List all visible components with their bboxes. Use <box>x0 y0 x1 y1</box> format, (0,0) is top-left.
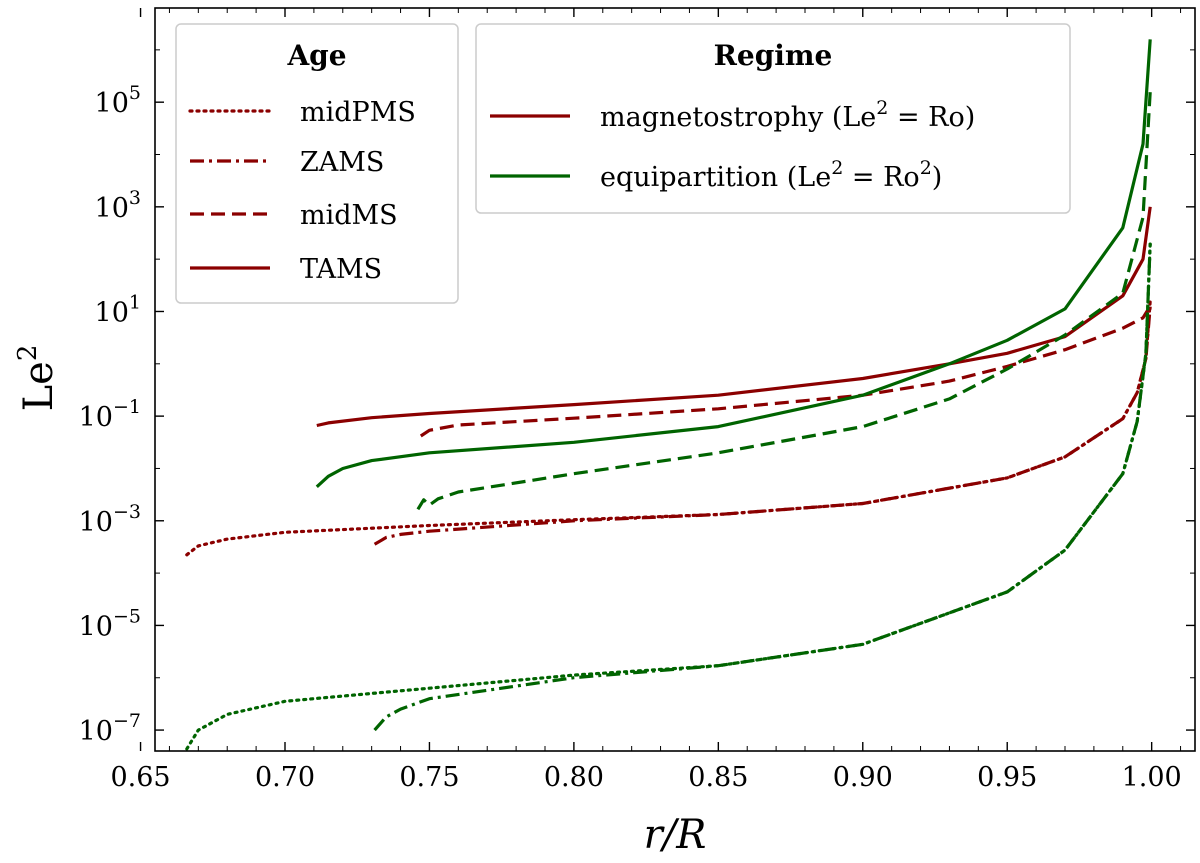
y-tick-label: 10−7 <box>79 710 141 747</box>
plot-frame <box>154 7 1196 752</box>
legend-regime-title: Regime <box>714 39 833 72</box>
x-axis-title: r/R <box>644 812 707 858</box>
series-line-magnetostrophy-tams <box>316 206 1152 428</box>
series-line-equipartition-tams <box>315 39 1152 488</box>
y-axis-title-base: Le <box>16 361 62 411</box>
x-tick-label: 0.80 <box>544 762 604 793</box>
x-tick-label: 1.00 <box>1122 762 1182 793</box>
series-line-equipartition-midpms <box>185 241 1152 751</box>
legend-regime: Regime magnetostrophy (Le2 = Ro) equipar… <box>475 23 1071 214</box>
x-tick-label: 0.65 <box>110 762 170 793</box>
y-tick-label: 10−3 <box>79 501 141 538</box>
svg-text:Le2: Le2 <box>13 345 62 412</box>
y-tick-label: 10−1 <box>79 396 141 433</box>
x-tick-label: 0.75 <box>399 762 459 793</box>
x-tick-label: 0.85 <box>688 762 748 793</box>
x-tick-label: 0.70 <box>255 762 315 793</box>
legend-regime-label-magnetostrophy: magnetostrophy (Le2 = Ro) <box>600 97 975 133</box>
series-line-magnetostrophy-midms <box>419 305 1152 438</box>
series-line-equipartition-midms <box>416 91 1152 511</box>
legend-regime-box <box>475 23 1071 214</box>
y-axis-title-sup: 2 <box>13 345 43 362</box>
x-tick-label: 0.90 <box>833 762 893 793</box>
legend-age-title: Age <box>286 39 346 72</box>
y-tick-label: 103 <box>95 187 141 224</box>
y-tick-label: 101 <box>95 291 141 328</box>
series-layer <box>185 39 1152 751</box>
x-axis-ticks: 0.65 0.70 0.75 0.80 0.85 0.90 0.95 1.00 <box>110 8 1182 793</box>
legend-age-label-midpms: midPMS <box>300 97 416 128</box>
series-line-equipartition-zams <box>373 243 1152 732</box>
x-tick-label: 0.95 <box>977 762 1037 793</box>
legend-age-box <box>175 23 459 304</box>
legend-age-label-midms: midMS <box>300 200 398 231</box>
legend-age: Age midPMS ZAMS midMS TAMS <box>175 23 459 304</box>
legend-regime-label-equipartition: equipartition (Le2 = Ro2) <box>600 157 942 193</box>
y-axis-title: Le2 <box>13 345 62 412</box>
y-axis-ticks: 105 103 101 10−1 10−3 10−5 10−7 <box>79 49 1195 747</box>
legend-age-label-zams: ZAMS <box>300 147 384 178</box>
y-tick-label: 105 <box>95 82 141 119</box>
legend-age-label-tams: TAMS <box>300 254 382 285</box>
series-line-magnetostrophy-zams <box>373 306 1152 546</box>
y-tick-label: 10−5 <box>79 605 141 642</box>
